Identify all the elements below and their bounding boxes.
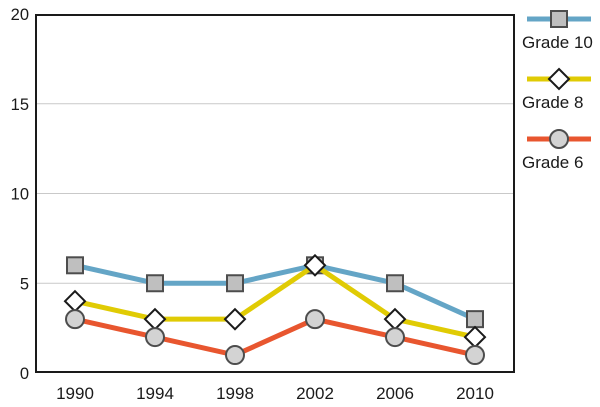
legend-item-grade-10: Grade 10 [518, 6, 600, 53]
marker-square [146, 274, 164, 293]
marker-diamond [463, 325, 487, 349]
x-tick-label: 1998 [216, 384, 254, 403]
x-tick-label: 2006 [376, 384, 414, 403]
marker-diamond [143, 307, 167, 331]
y-tick-label: 0 [20, 365, 29, 383]
marker-square [466, 310, 484, 329]
x-tick-label: 2002 [296, 384, 334, 403]
legend-label-grade-10: Grade 10 [522, 33, 593, 52]
marker-circle [385, 327, 405, 348]
marker-square [386, 274, 404, 293]
marker-square [66, 256, 84, 275]
legend-marker-diamond [547, 67, 571, 91]
marker-diamond [223, 307, 247, 331]
legend-marker-circle [549, 129, 569, 149]
legend-swatch-grade-8 [527, 67, 591, 91]
y-tick-label: 10 [11, 186, 29, 204]
x-tick-label: 2010 [456, 384, 494, 403]
marker-diamond [303, 253, 327, 277]
plot-border [35, 14, 515, 373]
legend: Grade 10 Grade 8 Grade 6 [518, 6, 600, 173]
legend-swatch-grade-10 [527, 10, 591, 28]
series-line-grade-6 [74, 316, 476, 358]
legend-label-grade-8: Grade 8 [522, 93, 584, 112]
legend-swatch-grade-6 [527, 129, 591, 149]
marker-circle [465, 345, 485, 366]
series-line-grade-10 [74, 262, 477, 322]
y-tick-label: 20 [11, 6, 29, 24]
legend-marker-square [550, 10, 568, 28]
series-line-grade-8 [74, 262, 476, 340]
y-tick-label: 15 [11, 96, 29, 114]
legend-item-grade-8: Grade 8 [518, 66, 600, 113]
x-tick-label: 1994 [136, 384, 174, 403]
y-tick-label: 5 [20, 275, 29, 293]
marker-circle [225, 345, 245, 366]
marker-square [226, 274, 244, 293]
marker-circle [65, 309, 85, 330]
x-tick-label: 1990 [56, 384, 94, 403]
marker-circle [145, 327, 165, 348]
legend-label-grade-6: Grade 6 [522, 153, 584, 172]
marker-circle [305, 309, 325, 330]
legend-item-grade-6: Grade 6 [518, 126, 600, 173]
marker-diamond [63, 289, 87, 313]
